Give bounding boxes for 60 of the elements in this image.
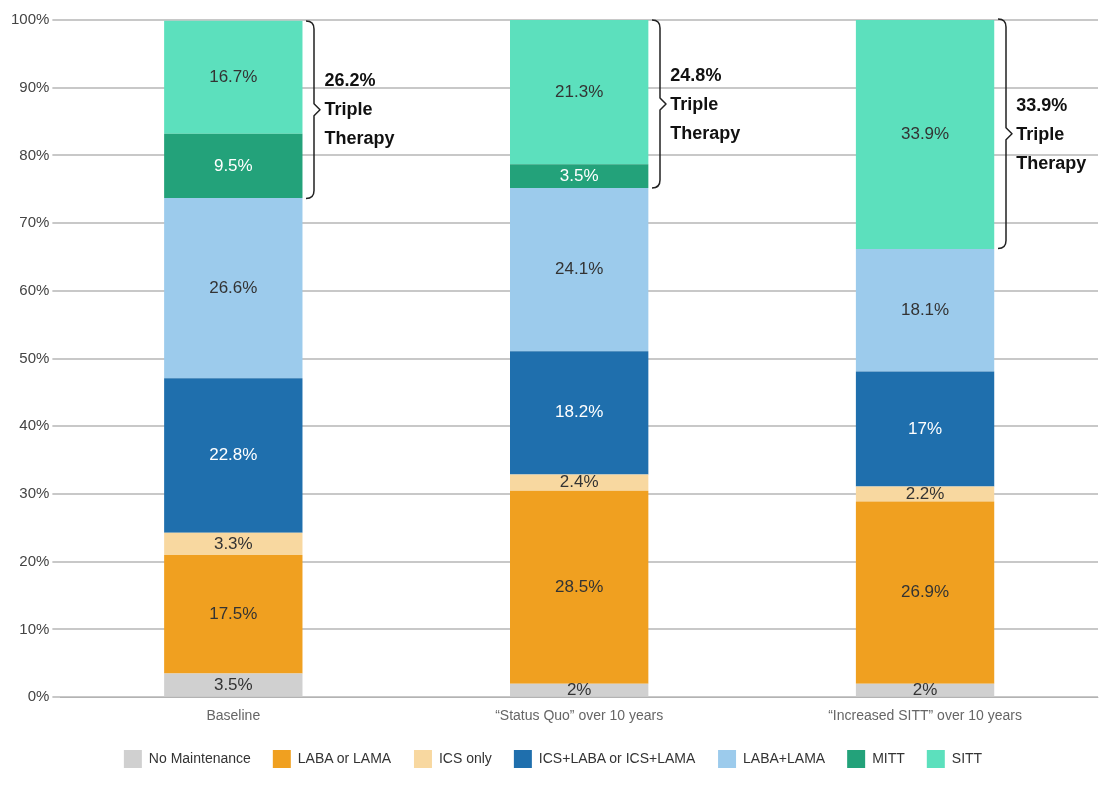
data-label: 18.2% <box>555 402 604 422</box>
data-label: 3.3% <box>213 533 253 553</box>
bar <box>855 20 995 249</box>
data-label: 24.1% <box>555 259 604 279</box>
data-label: 33.9% <box>900 123 950 143</box>
bar <box>855 248 995 372</box>
y-tick-label: 90% <box>19 77 50 95</box>
bar <box>164 133 303 199</box>
data-label: 2.4% <box>559 472 599 492</box>
x-tick-label: “Status Quo” over 10 years <box>495 707 664 724</box>
data-label: 16.7% <box>209 66 258 86</box>
data-label: 2% <box>566 679 592 699</box>
y-tick-label: 40% <box>19 416 50 434</box>
x-tick-label: Baseline <box>206 707 261 724</box>
bar <box>164 20 303 134</box>
y-tick-label: 80% <box>19 145 50 163</box>
legend-label: LABA+LAMA <box>743 749 826 766</box>
legend-label: No Maintenance <box>148 749 252 766</box>
y-tick-label: 30% <box>19 484 50 502</box>
bar <box>164 532 303 555</box>
annotation: 33.9% Triple Therapy <box>1016 93 1088 175</box>
annotation: 24.8% Triple Therapy <box>670 63 742 145</box>
bar <box>855 501 995 684</box>
y-tick-label: 50% <box>19 348 50 366</box>
data-label: 17.5% <box>209 603 258 623</box>
data-label: 28.5% <box>555 576 604 596</box>
data-label: 22.8% <box>209 445 258 465</box>
y-tick-label: 100% <box>10 10 50 28</box>
legend-label: SITT <box>951 749 983 766</box>
bar <box>510 351 649 475</box>
data-label: 3.5% <box>559 165 599 185</box>
bar <box>510 490 649 684</box>
data-label: 26.9% <box>900 582 950 602</box>
data-label: 21.3% <box>555 81 604 101</box>
y-tick-label: 20% <box>19 551 50 569</box>
data-label: 17% <box>908 418 943 438</box>
y-tick-label: 10% <box>19 619 50 637</box>
data-label: 3.5% <box>213 674 253 694</box>
data-label: 2% <box>912 679 938 699</box>
bar <box>164 198 303 379</box>
legend-label: ICS+LABA or ICS+LAMA <box>538 749 696 766</box>
legend-label: ICS only <box>438 749 492 766</box>
legend-label: MITT <box>872 749 906 766</box>
y-tick-label: 0% <box>27 687 50 705</box>
bar <box>855 371 995 487</box>
bar <box>164 378 303 533</box>
data-label: 9.5% <box>213 155 253 175</box>
data-label: 2.2% <box>905 483 945 503</box>
bar <box>510 187 649 352</box>
bar <box>164 554 303 674</box>
data-label: 26.6% <box>209 277 258 297</box>
data-label: 18.1% <box>900 299 950 319</box>
bar <box>510 164 649 188</box>
annotation: 26.2% Triple Therapy <box>324 68 396 150</box>
bar <box>510 20 649 165</box>
x-tick-label: “Increased SITT” over 10 years <box>828 707 1022 724</box>
y-tick-label: 60% <box>19 281 50 299</box>
y-tick-label: 70% <box>19 213 50 231</box>
bar <box>510 474 649 491</box>
legend-label: LABA or LAMA <box>297 749 392 766</box>
